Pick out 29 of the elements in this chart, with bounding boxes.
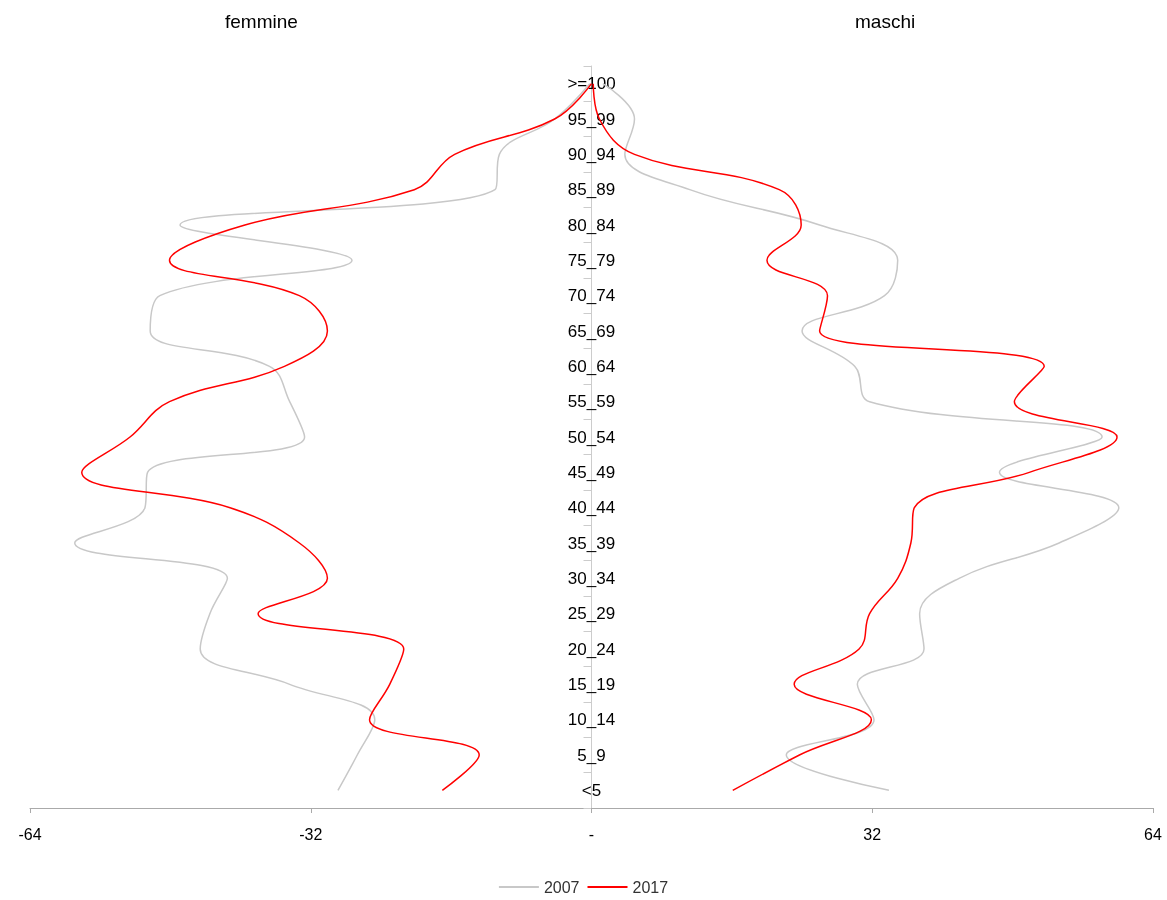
y-tick-label: 85_89 (567, 180, 616, 200)
y-tick-label: 50_54 (567, 427, 616, 447)
y-tick-label: 90_94 (567, 144, 616, 164)
x-tick-label: 32 (863, 825, 882, 843)
x-tick-label: 64 (1144, 825, 1162, 843)
x-tick-label: -32 (299, 825, 323, 843)
x-tick-label: - (588, 825, 595, 843)
y-tick-label: 35_39 (567, 533, 616, 553)
y-tick-label: <5 (581, 780, 602, 800)
y-tick-label: 60_64 (567, 356, 616, 376)
y-tick-label: 45_49 (567, 462, 616, 482)
y-tick-label: 65_69 (567, 321, 616, 341)
y-tick-label: 55_59 (567, 392, 616, 412)
legend-label: 2017 (632, 878, 669, 896)
y-tick-label: 75_79 (567, 250, 616, 270)
y-tick-label: 25_29 (567, 604, 616, 624)
y-tick-label: 20_24 (567, 639, 616, 659)
y-tick-label: 40_44 (567, 498, 616, 518)
y-tick-label: 80_84 (567, 215, 616, 235)
text: maschi (855, 11, 916, 32)
x-tick-label: -64 (18, 825, 42, 843)
text: femmine (225, 11, 298, 32)
y-tick-label: 30_34 (567, 568, 616, 588)
y-tick-label: 10_14 (567, 710, 616, 730)
y-tick-label: 70_74 (567, 286, 616, 306)
y-tick-label: 15_19 (567, 674, 616, 694)
y-tick-label: 5_9 (577, 745, 606, 765)
y-tick-label: >=100 (567, 74, 616, 94)
legend-label: 2007 (543, 878, 580, 896)
